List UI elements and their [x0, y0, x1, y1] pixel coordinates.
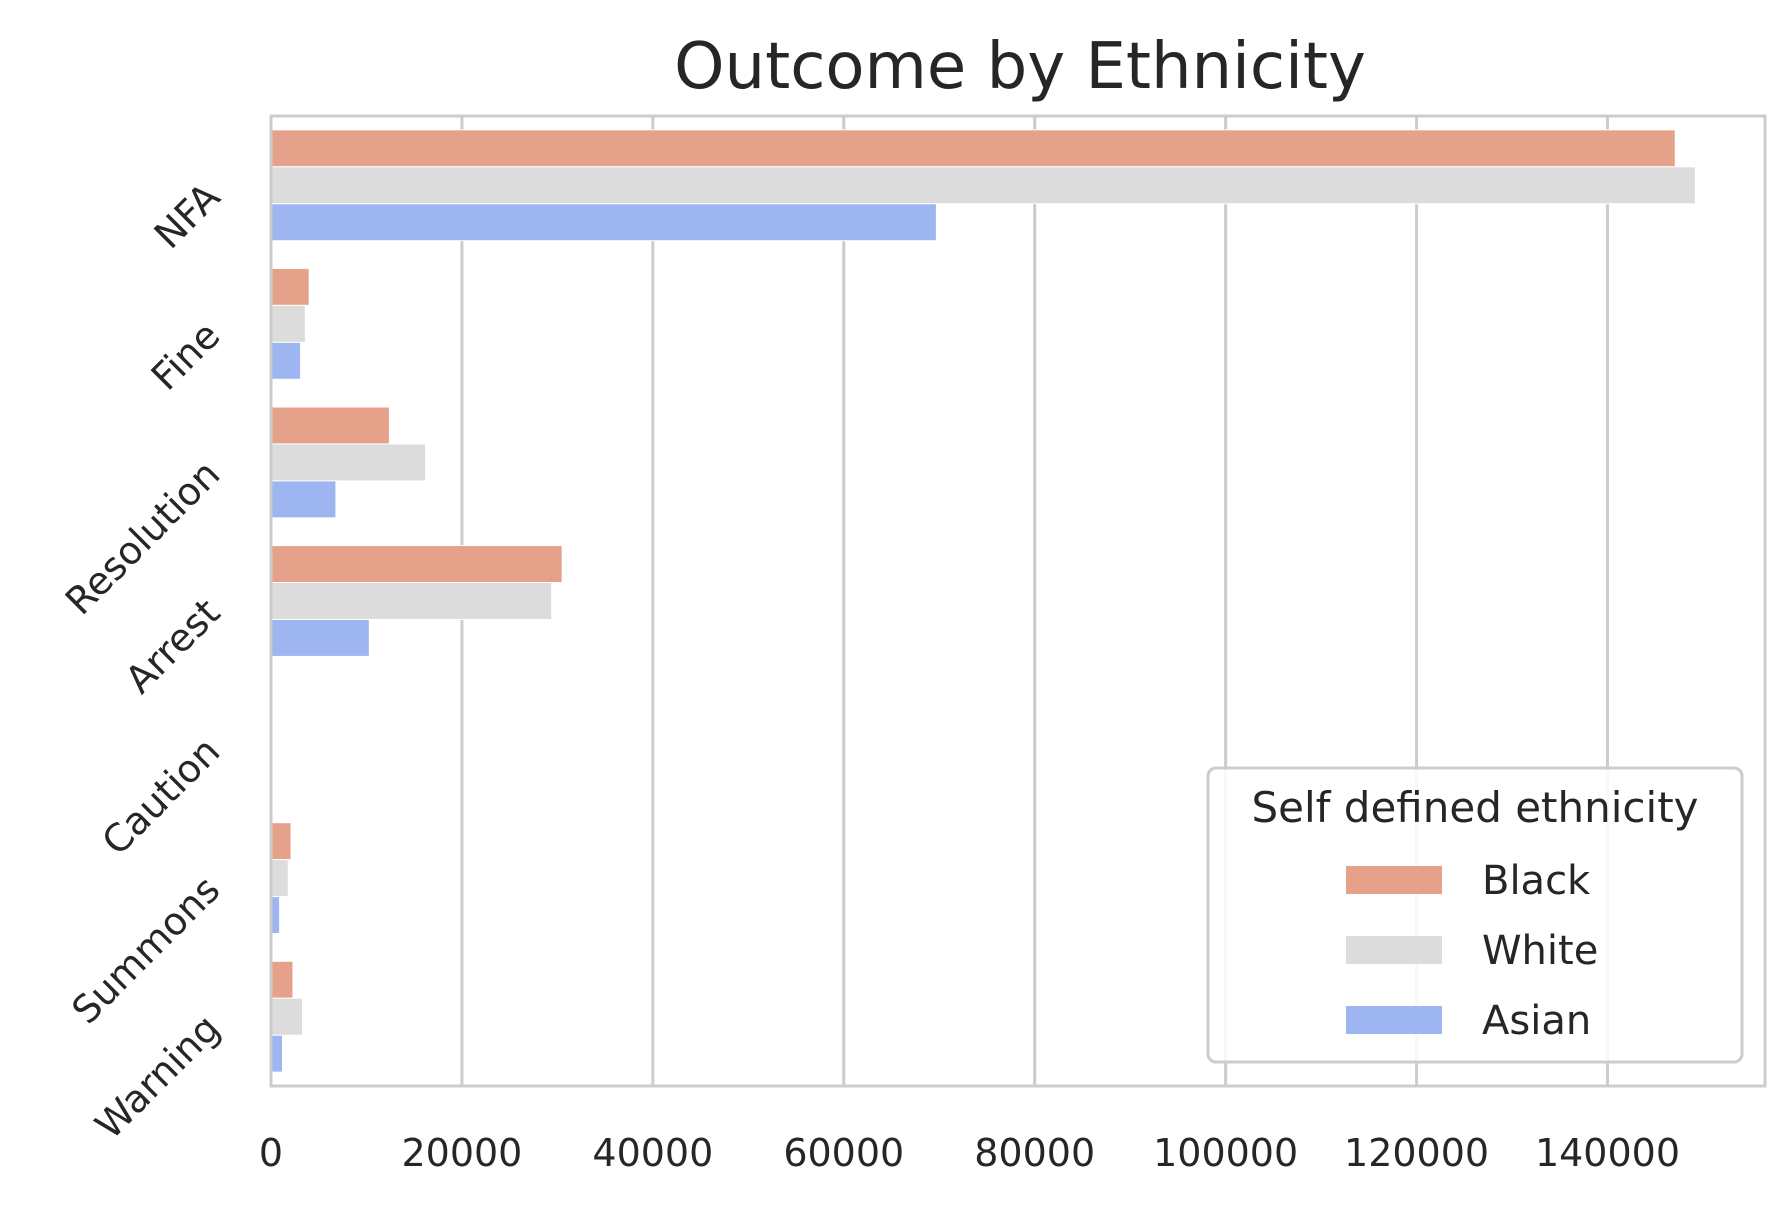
- bar-summons-white: [270, 859, 289, 898]
- y-axis-ticks: NFAFineResolutionArrestCautionSummonsWar…: [57, 175, 229, 1148]
- x-tick-label: 100000: [1153, 1131, 1298, 1175]
- x-tick-label: 140000: [1535, 1131, 1680, 1175]
- bar-warning-black: [270, 960, 294, 999]
- bar-warning-asian: [270, 1034, 283, 1073]
- y-tick-label: Arrest: [117, 590, 229, 702]
- chart-title: Outcome by Ethnicity: [674, 30, 1366, 104]
- bar-resolution-white: [270, 443, 427, 482]
- plot-frame: [269, 114, 1767, 1088]
- bar-fine-black: [270, 267, 310, 306]
- y-tick-label: Warning: [87, 1006, 229, 1148]
- legend: Self defined ethnicity Black White Asian: [1206, 766, 1744, 1064]
- x-axis-ticks: 0 20000 40000 60000 80000 100000 120000 140000: [259, 1131, 1680, 1175]
- bar-resolution-asian: [270, 480, 337, 519]
- bar-resolution-black: [270, 406, 390, 445]
- bar-nfa-white: [270, 166, 1696, 205]
- legend-label-white: White: [1482, 928, 1598, 974]
- bar-arrest-asian: [270, 618, 370, 657]
- legend-title: Self defined ethnicity: [1251, 783, 1698, 832]
- gridlines: [460, 116, 1609, 1086]
- bar-fine-asian: [270, 341, 302, 380]
- bar-nfa-asian: [270, 203, 937, 242]
- bar-fine-white: [270, 304, 306, 343]
- legend-swatch-white: [1346, 936, 1442, 964]
- bar-arrest-white: [270, 582, 553, 620]
- x-tick-label: 40000: [592, 1131, 713, 1175]
- legend-label-black: Black: [1482, 858, 1591, 904]
- bar-nfa-black: [270, 129, 1676, 168]
- y-tick-label: Summons: [63, 867, 228, 1032]
- legend-swatch-black: [1346, 866, 1442, 894]
- x-tick-label: 20000: [401, 1131, 522, 1175]
- legend-box: [1206, 766, 1744, 1064]
- y-tick-label: Fine: [143, 313, 229, 399]
- y-tick-label: NFA: [146, 175, 229, 258]
- x-tick-label: 120000: [1344, 1131, 1489, 1175]
- x-tick-label: 80000: [974, 1131, 1095, 1175]
- bar-warning-white: [270, 997, 304, 1036]
- bars: [270, 129, 1696, 1073]
- x-tick-label: 60000: [783, 1131, 904, 1175]
- bar-summons-black: [270, 822, 292, 861]
- bar-arrest-black: [270, 545, 563, 584]
- y-tick-label: Caution: [94, 729, 229, 864]
- legend-swatch-asian: [1346, 1006, 1442, 1034]
- legend-label-asian: Asian: [1482, 998, 1591, 1044]
- x-tick-label: 0: [259, 1131, 283, 1175]
